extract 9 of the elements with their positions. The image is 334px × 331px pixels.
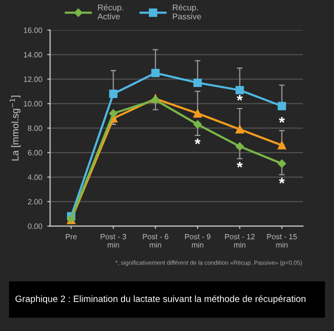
legend-label: Récup. Passive (172, 4, 202, 20)
annotation: * (278, 117, 285, 123)
legend-label: Récup. Active (97, 4, 124, 20)
annotation: * (194, 138, 201, 144)
y-axis-title: La [mmol.sg$^{−1}$] (10, 96, 20, 160)
text: Graphique 2 : Elimination du lactate suivant la méthode de récupération (15, 295, 306, 304)
annotation: * (278, 178, 285, 184)
annotation: * (236, 162, 243, 168)
annotation: * (236, 94, 243, 101)
